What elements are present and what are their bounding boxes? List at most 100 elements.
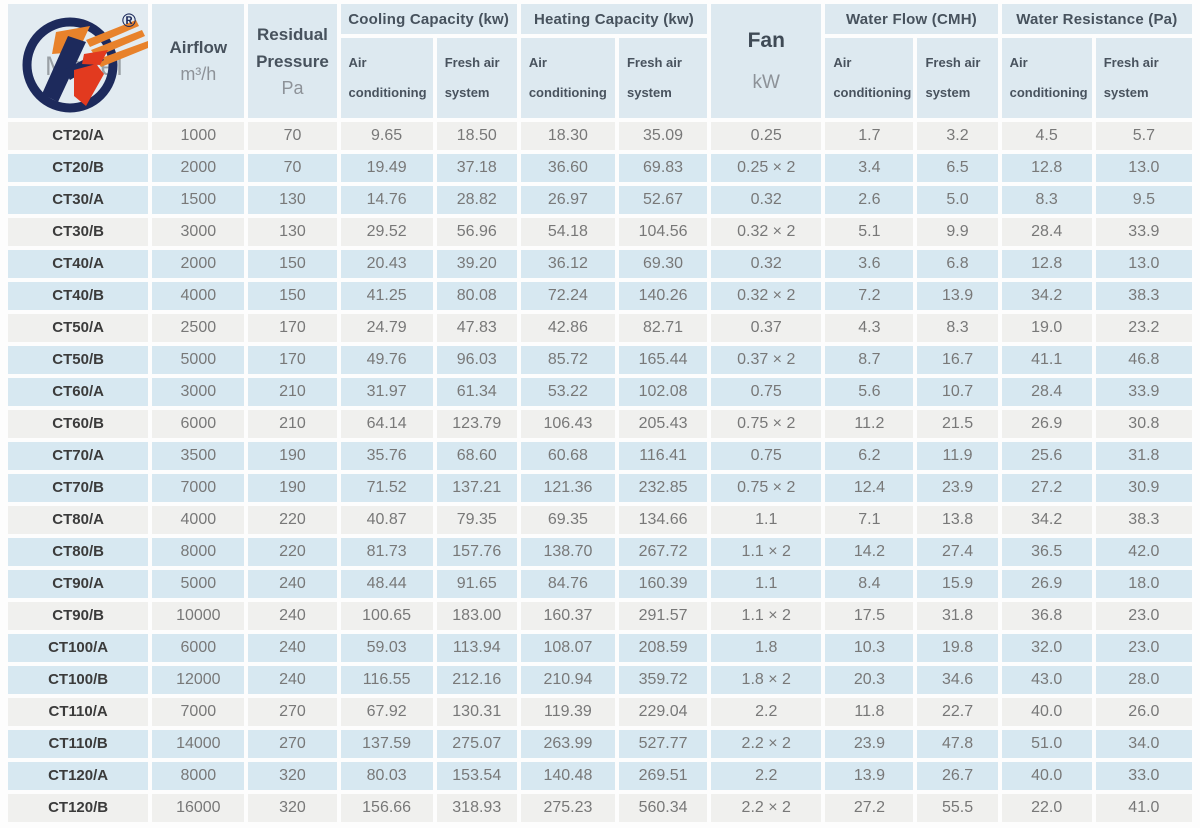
- value-cell: 27.2: [825, 794, 914, 822]
- value-cell: 64.14: [340, 410, 433, 438]
- value-cell: 0.37 × 2: [711, 346, 822, 374]
- value-cell: 84.76: [520, 570, 615, 598]
- value-cell: 140.48: [520, 762, 615, 790]
- value-cell: 137.21: [436, 474, 517, 502]
- value-cell: 6000: [152, 410, 245, 438]
- value-cell: 27.4: [917, 538, 998, 566]
- value-cell: 8000: [152, 538, 245, 566]
- table-row: CT70/B 7000 190 71.52 137.21 121.36 232.85 0.75…: [8, 474, 1192, 502]
- cooling-fresh-air-subheader: Fresh air system: [436, 38, 517, 118]
- model-cell: CT110/A: [8, 698, 149, 726]
- table-row: CT90/B 10000 240 100.65 183.00 160.37 291.57 1.…: [8, 602, 1192, 630]
- value-cell: 81.73: [340, 538, 433, 566]
- value-cell: 267.72: [618, 538, 708, 566]
- model-cell: CT60/B: [8, 410, 149, 438]
- value-cell: 3.2: [917, 122, 998, 150]
- subheader-line: Air: [528, 55, 547, 70]
- spec-table-body: CT20/A 1000 70 9.65 18.50 18.30 35.09 0.25 1.7 3.…: [8, 122, 1192, 822]
- value-cell: 2500: [152, 314, 245, 342]
- value-cell: 190: [248, 442, 337, 470]
- value-cell: 108.07: [520, 634, 615, 662]
- model-cell: CT40/A: [8, 250, 149, 278]
- spec-table: Model ® Airflow: [4, 0, 1196, 826]
- value-cell: 26.9: [1001, 570, 1092, 598]
- value-cell: 70: [248, 122, 337, 150]
- value-cell: 1500: [152, 186, 245, 214]
- value-cell: 52.67: [618, 186, 708, 214]
- water-resistance-air-conditioning-subheader: Air conditioning: [1001, 38, 1092, 118]
- value-cell: 210: [248, 410, 337, 438]
- value-cell: 23.0: [1095, 602, 1192, 630]
- subheader-line: Fresh air: [444, 55, 500, 70]
- fan-title: Fan: [747, 29, 785, 52]
- value-cell: 47.8: [917, 730, 998, 758]
- residual-pressure-title-line1: Residual: [257, 24, 328, 44]
- table-row: CT20/A 1000 70 9.65 18.50 18.30 35.09 0.25 1.7 3.…: [8, 122, 1192, 150]
- value-cell: 14.76: [340, 186, 433, 214]
- value-cell: 275.07: [436, 730, 517, 758]
- subheader-line: conditioning: [528, 85, 607, 100]
- value-cell: 31.8: [1095, 442, 1192, 470]
- cooling-air-conditioning-subheader: Air conditioning: [340, 38, 433, 118]
- value-cell: 60.68: [520, 442, 615, 470]
- value-cell: 34.2: [1001, 506, 1092, 534]
- value-cell: 240: [248, 666, 337, 694]
- value-cell: 1.1 × 2: [711, 602, 822, 630]
- value-cell: 3.4: [825, 154, 914, 182]
- value-cell: 320: [248, 762, 337, 790]
- value-cell: 61.34: [436, 378, 517, 406]
- model-cell: CT110/B: [8, 730, 149, 758]
- model-cell: CT50/A: [8, 314, 149, 342]
- value-cell: 59.03: [340, 634, 433, 662]
- value-cell: 9.9: [917, 218, 998, 246]
- subheader-line: system: [1103, 85, 1149, 100]
- water-flow-air-conditioning-subheader: Air conditioning: [825, 38, 914, 118]
- model-header-cell: Model ®: [8, 4, 149, 118]
- value-cell: 1.8: [711, 634, 822, 662]
- model-cell: CT20/A: [8, 122, 149, 150]
- value-cell: 165.44: [618, 346, 708, 374]
- value-cell: 1000: [152, 122, 245, 150]
- table-row: CT80/B 8000 220 81.73 157.76 138.70 267.72 1.1 …: [8, 538, 1192, 566]
- value-cell: 91.65: [436, 570, 517, 598]
- value-cell: 56.96: [436, 218, 517, 246]
- value-cell: 13.9: [917, 282, 998, 310]
- value-cell: 10000: [152, 602, 245, 630]
- value-cell: 3.6: [825, 250, 914, 278]
- value-cell: 14.2: [825, 538, 914, 566]
- model-cell: CT40/B: [8, 282, 149, 310]
- table-row: CT50/A 2500 170 24.79 47.83 42.86 82.71 0.37 4.3…: [8, 314, 1192, 342]
- value-cell: 9.5: [1095, 186, 1192, 214]
- airflow-title: Airflow: [169, 38, 228, 57]
- value-cell: 15.9: [917, 570, 998, 598]
- value-cell: 72.24: [520, 282, 615, 310]
- value-cell: 21.5: [917, 410, 998, 438]
- value-cell: 116.41: [618, 442, 708, 470]
- value-cell: 5.1: [825, 218, 914, 246]
- value-cell: 40.0: [1001, 762, 1092, 790]
- value-cell: 31.8: [917, 602, 998, 630]
- brand-logo-icon: ®: [22, 11, 148, 113]
- model-cell: CT120/B: [8, 794, 149, 822]
- value-cell: 150: [248, 250, 337, 278]
- value-cell: 130.31: [436, 698, 517, 726]
- value-cell: 55.5: [917, 794, 998, 822]
- residual-pressure-unit: Pa: [281, 77, 304, 98]
- value-cell: 26.9: [1001, 410, 1092, 438]
- table-row: CT60/B 6000 210 64.14 123.79 106.43 205.43 0.75…: [8, 410, 1192, 438]
- value-cell: 320: [248, 794, 337, 822]
- heating-air-conditioning-subheader: Air conditioning: [520, 38, 615, 118]
- value-cell: 29.52: [340, 218, 433, 246]
- table-row: CT60/A 3000 210 31.97 61.34 53.22 102.08 0.75 5.…: [8, 378, 1192, 406]
- value-cell: 38.3: [1095, 506, 1192, 534]
- model-cell: CT100/A: [8, 634, 149, 662]
- value-cell: 23.9: [825, 730, 914, 758]
- value-cell: 28.4: [1001, 378, 1092, 406]
- value-cell: 210.94: [520, 666, 615, 694]
- value-cell: 34.2: [1001, 282, 1092, 310]
- heating-fresh-air-subheader: Fresh air system: [618, 38, 708, 118]
- subheader-line: Air: [1009, 55, 1028, 70]
- value-cell: 28.0: [1095, 666, 1192, 694]
- value-cell: 8000: [152, 762, 245, 790]
- value-cell: 275.23: [520, 794, 615, 822]
